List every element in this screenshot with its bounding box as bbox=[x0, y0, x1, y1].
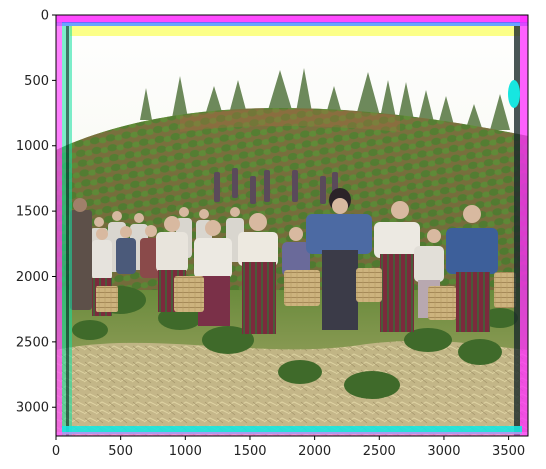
baskets bbox=[96, 268, 516, 320]
y-axis: 0 500 1000 1500 2000 2500 3000 bbox=[16, 9, 56, 416]
y-tick-label: 0 bbox=[41, 9, 49, 24]
y-tick-label: 2000 bbox=[16, 270, 49, 285]
x-tick-label: 1500 bbox=[233, 444, 266, 459]
x-tick-label: 1000 bbox=[169, 444, 202, 459]
axes-frame bbox=[55, 14, 529, 437]
x-tick-label: 0 bbox=[52, 444, 60, 459]
y-tick-label: 3000 bbox=[16, 401, 49, 416]
trees-on-ridge bbox=[140, 68, 510, 130]
group-of-tea-pickers bbox=[70, 188, 516, 334]
x-tick-label: 2500 bbox=[363, 444, 396, 459]
x-tick-label: 3500 bbox=[492, 444, 525, 459]
y-tick-label: 1000 bbox=[16, 139, 49, 154]
y-tick-label: 1500 bbox=[16, 205, 49, 220]
misaligned-color-borders bbox=[56, 15, 528, 436]
y-tick-label: 500 bbox=[24, 74, 49, 89]
photo-image bbox=[56, 15, 528, 436]
x-tick-label: 3000 bbox=[427, 444, 460, 459]
x-axis: 0 500 1000 1500 2000 2500 3000 3500 bbox=[52, 436, 525, 459]
y-tick-label: 2500 bbox=[16, 335, 49, 350]
x-tick-label: 2000 bbox=[298, 444, 331, 459]
x-tick-label: 500 bbox=[108, 444, 133, 459]
